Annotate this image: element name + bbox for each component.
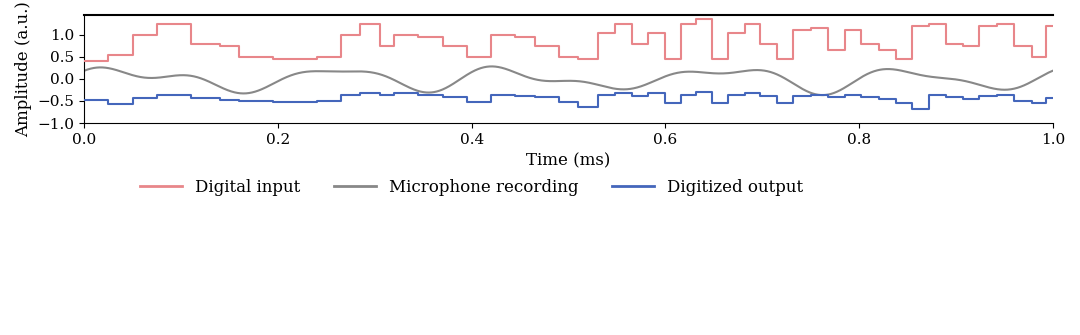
- Legend: Digital input, Microphone recording, Digitized output: Digital input, Microphone recording, Dig…: [134, 173, 810, 203]
- X-axis label: Time (ms): Time (ms): [526, 152, 611, 169]
- Y-axis label: Amplitude (a.u.): Amplitude (a.u.): [15, 1, 32, 137]
